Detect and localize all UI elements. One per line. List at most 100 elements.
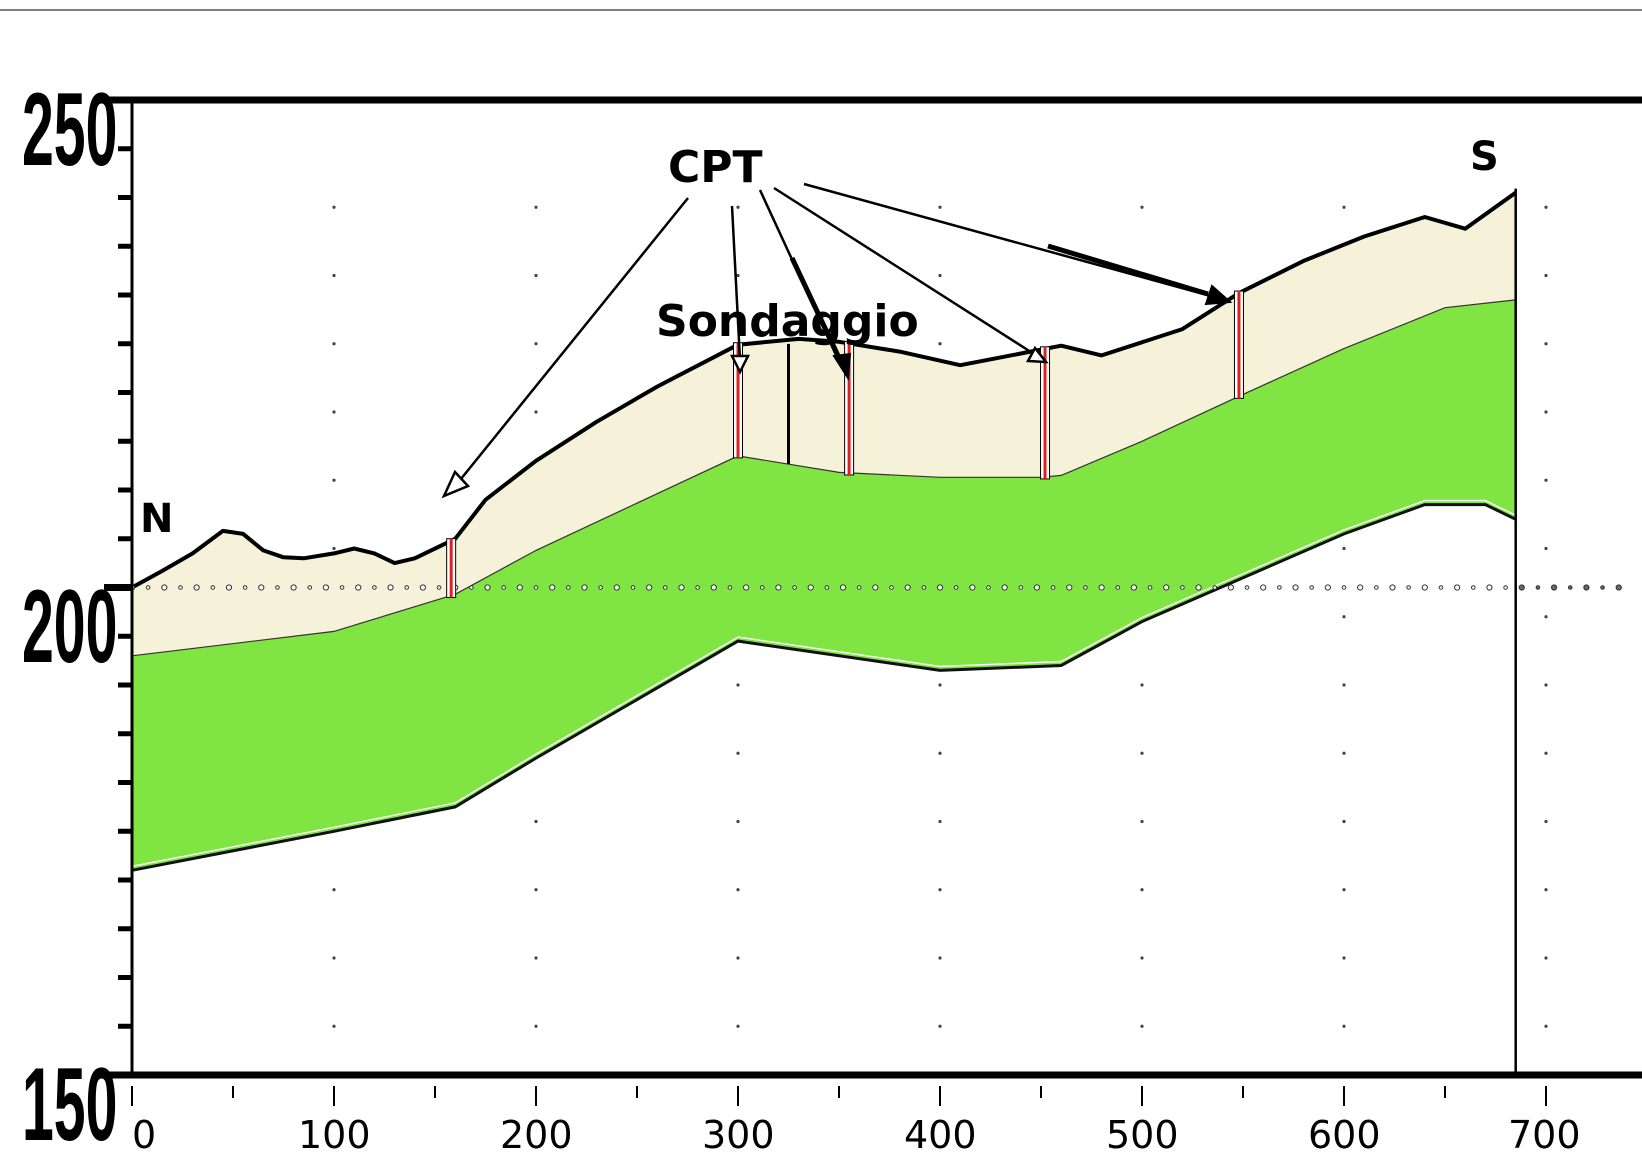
grid-dot	[736, 888, 740, 892]
cpt-arrow-5-bold	[1047, 243, 1209, 297]
water-table-dot	[339, 585, 345, 590]
water-table-dot	[1583, 584, 1590, 591]
water-table-dot	[1518, 584, 1525, 591]
grid-dot	[332, 888, 336, 892]
water-table-dot	[1503, 585, 1508, 590]
grid-dot	[534, 342, 538, 346]
grid-dot	[938, 273, 942, 278]
topsoil-base-line	[131, 299, 1516, 657]
grid-dot	[332, 1024, 336, 1028]
water-table-dot	[1389, 584, 1396, 591]
grid-dot	[938, 819, 942, 824]
water-table-dot	[678, 584, 685, 591]
water-table-dot	[969, 584, 976, 591]
grid-dot	[1544, 615, 1548, 619]
grid-dot	[1544, 342, 1548, 346]
water-table-dot	[1324, 584, 1331, 591]
grid-dot	[534, 205, 538, 209]
grid-dot	[1140, 1024, 1144, 1028]
water-table-dot	[904, 584, 911, 591]
cpt-arrowhead-4	[1025, 345, 1049, 364]
water-table-dot	[1050, 585, 1056, 590]
grid-dot	[1140, 888, 1144, 892]
water-table-dot	[759, 585, 765, 590]
grid-dot	[938, 342, 942, 346]
grid-dot	[534, 888, 538, 892]
north-label: N	[140, 496, 173, 542]
water-table-dot	[307, 585, 313, 590]
grid-dot	[1140, 956, 1144, 960]
water-table-dot	[387, 584, 394, 591]
water-table-dot	[1470, 585, 1476, 590]
water-table-dot	[566, 585, 571, 590]
grid-dot	[534, 819, 538, 824]
water-table-dot	[775, 584, 782, 591]
water-table-dot	[275, 585, 280, 590]
water-table-dot	[646, 584, 653, 591]
water-table-dot	[1406, 585, 1411, 590]
cpt-arrows	[441, 182, 1233, 499]
grid-dot	[1544, 478, 1548, 482]
x-tick-label-200: 200	[500, 1113, 573, 1157]
water-table-dot	[856, 585, 862, 590]
grid-dot	[938, 956, 942, 960]
water-table-dot	[419, 584, 426, 591]
water-table-dot	[1066, 584, 1073, 591]
grid-dot	[938, 683, 942, 687]
water-table-dot	[727, 585, 733, 590]
topsoil-layer	[132, 192, 1516, 656]
y-tick-label-200: 200	[22, 568, 117, 684]
water-table-dot	[322, 584, 330, 591]
water-table-dot	[1147, 585, 1153, 590]
water-table-dot	[290, 584, 297, 591]
bedrock-base-highlight	[131, 499, 1517, 867]
water-table-dot	[872, 584, 879, 591]
water-table-dot	[372, 585, 377, 590]
water-table-dot	[1309, 585, 1314, 590]
water-table-dot	[1277, 585, 1282, 590]
water-table-dot	[549, 584, 556, 591]
cpt-arrow-2	[730, 205, 742, 361]
grid-dot	[1544, 683, 1548, 687]
water-table-dot	[1212, 585, 1218, 590]
cpt-arrowhead-1	[441, 469, 471, 499]
water-table-dot	[1454, 584, 1461, 591]
water-table-dot	[516, 584, 523, 591]
grid-dot	[1342, 1024, 1346, 1028]
water-table-dot	[161, 584, 168, 591]
cpt-arrow-1	[451, 197, 689, 491]
grid-dot	[534, 410, 538, 414]
water-table-dot	[225, 584, 233, 591]
water-table-dot	[1374, 585, 1379, 590]
x-tick-label-700: 700	[1508, 1113, 1581, 1157]
water-table-dot	[824, 585, 830, 590]
grid-dot	[332, 546, 336, 551]
water-table-dot	[1098, 584, 1105, 591]
grid-dot	[736, 683, 740, 687]
water-table-line	[128, 584, 1622, 591]
water-table-dot	[1438, 585, 1444, 590]
grid-dot	[1544, 546, 1548, 551]
grid-dot	[938, 888, 942, 892]
grid-dot	[1544, 956, 1548, 960]
grid-dot	[332, 342, 336, 346]
grid-dot	[736, 273, 740, 278]
water-table-dot	[193, 584, 200, 591]
water-table-dot	[1357, 584, 1364, 591]
water-table-dot	[469, 585, 474, 590]
grid-dot	[1544, 273, 1548, 278]
water-table-dot	[1195, 584, 1202, 591]
water-table-dot	[145, 585, 151, 590]
water-table-dot	[986, 585, 991, 590]
grid-dot	[938, 205, 942, 209]
water-table-dot	[404, 585, 410, 590]
water-table-dot	[710, 584, 717, 591]
grid-dot	[1342, 819, 1346, 824]
water-table-dot	[936, 584, 944, 591]
y-tick-label-250: 250	[22, 71, 117, 187]
grid-dot	[1140, 751, 1144, 755]
grid-dot	[736, 956, 740, 960]
grid-dot	[1544, 410, 1548, 414]
water-table-dot	[1130, 584, 1138, 591]
